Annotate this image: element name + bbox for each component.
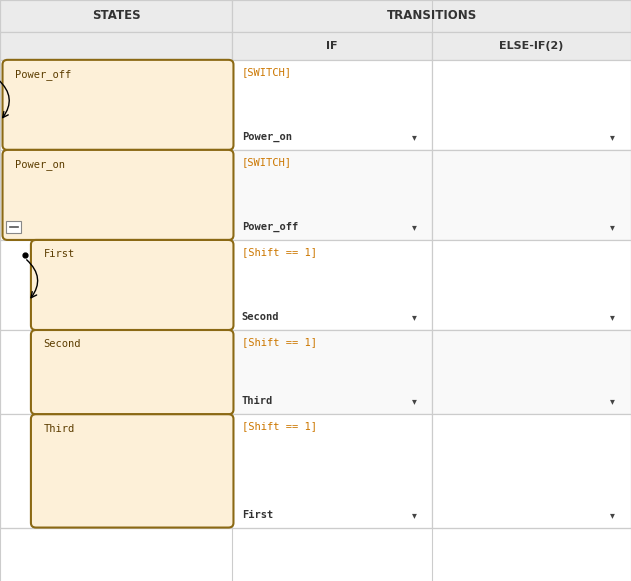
Text: ▾: ▾: [411, 510, 416, 520]
Text: Power_off: Power_off: [242, 222, 298, 232]
Text: ▾: ▾: [610, 396, 615, 407]
Bar: [232, 240, 432, 330]
Text: [Shift == 1]: [Shift == 1]: [242, 247, 317, 257]
Bar: [232, 32, 432, 60]
Text: ▾: ▾: [411, 222, 416, 232]
Bar: [0, 240, 232, 330]
Text: First: First: [44, 249, 75, 259]
Bar: [432, 32, 631, 60]
Text: ▾: ▾: [411, 132, 416, 142]
Text: Power_on: Power_on: [242, 132, 292, 142]
Text: [SWITCH]: [SWITCH]: [242, 67, 292, 77]
Bar: [432, 60, 631, 150]
FancyBboxPatch shape: [3, 60, 233, 150]
Text: Second: Second: [242, 312, 279, 322]
FancyBboxPatch shape: [31, 414, 233, 528]
Text: STATES: STATES: [91, 9, 141, 23]
Text: [SWITCH]: [SWITCH]: [242, 157, 292, 167]
Bar: [0, 150, 232, 240]
Bar: [432, 414, 631, 528]
Text: Power_off: Power_off: [15, 69, 71, 80]
Text: ▾: ▾: [610, 510, 615, 520]
Bar: [0, 414, 232, 528]
Text: ▾: ▾: [610, 132, 615, 142]
FancyBboxPatch shape: [3, 150, 233, 240]
Text: Power_on: Power_on: [15, 159, 65, 170]
Bar: [0, 32, 232, 60]
Bar: [232, 60, 432, 150]
FancyBboxPatch shape: [31, 330, 233, 414]
Bar: [0, 0, 232, 32]
Text: IF: IF: [326, 41, 338, 51]
Text: ▾: ▾: [610, 222, 615, 232]
Bar: [432, 330, 631, 414]
Bar: [432, 240, 631, 330]
FancyBboxPatch shape: [6, 221, 21, 233]
Bar: [432, 150, 631, 240]
Text: ELSE-IF(2): ELSE-IF(2): [499, 41, 563, 51]
Bar: [432, 150, 631, 240]
Text: [Shift == 1]: [Shift == 1]: [242, 337, 317, 347]
Text: ▾: ▾: [411, 396, 416, 407]
Text: TRANSITIONS: TRANSITIONS: [386, 9, 477, 23]
Bar: [232, 330, 432, 414]
Text: [Shift == 1]: [Shift == 1]: [242, 421, 317, 431]
Bar: [0, 330, 232, 414]
FancyBboxPatch shape: [31, 240, 233, 330]
Text: Third: Third: [44, 424, 75, 433]
Bar: [232, 150, 432, 240]
Bar: [432, 330, 631, 414]
Text: Third: Third: [242, 396, 273, 407]
Text: ▾: ▾: [411, 312, 416, 322]
Bar: [232, 0, 631, 32]
Bar: [232, 150, 432, 240]
Bar: [0, 60, 232, 150]
Text: Second: Second: [44, 339, 81, 349]
Text: ▾: ▾: [610, 312, 615, 322]
Bar: [232, 414, 432, 528]
Bar: [232, 330, 432, 414]
Text: First: First: [242, 510, 273, 520]
